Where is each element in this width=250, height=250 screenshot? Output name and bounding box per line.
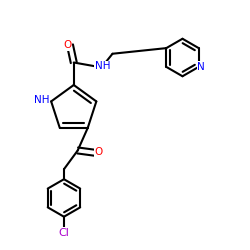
Text: N: N bbox=[197, 62, 205, 72]
Text: NH: NH bbox=[34, 95, 50, 105]
Text: NH: NH bbox=[95, 61, 110, 71]
Text: Cl: Cl bbox=[58, 228, 70, 238]
Text: O: O bbox=[63, 40, 72, 50]
Text: O: O bbox=[95, 147, 103, 157]
